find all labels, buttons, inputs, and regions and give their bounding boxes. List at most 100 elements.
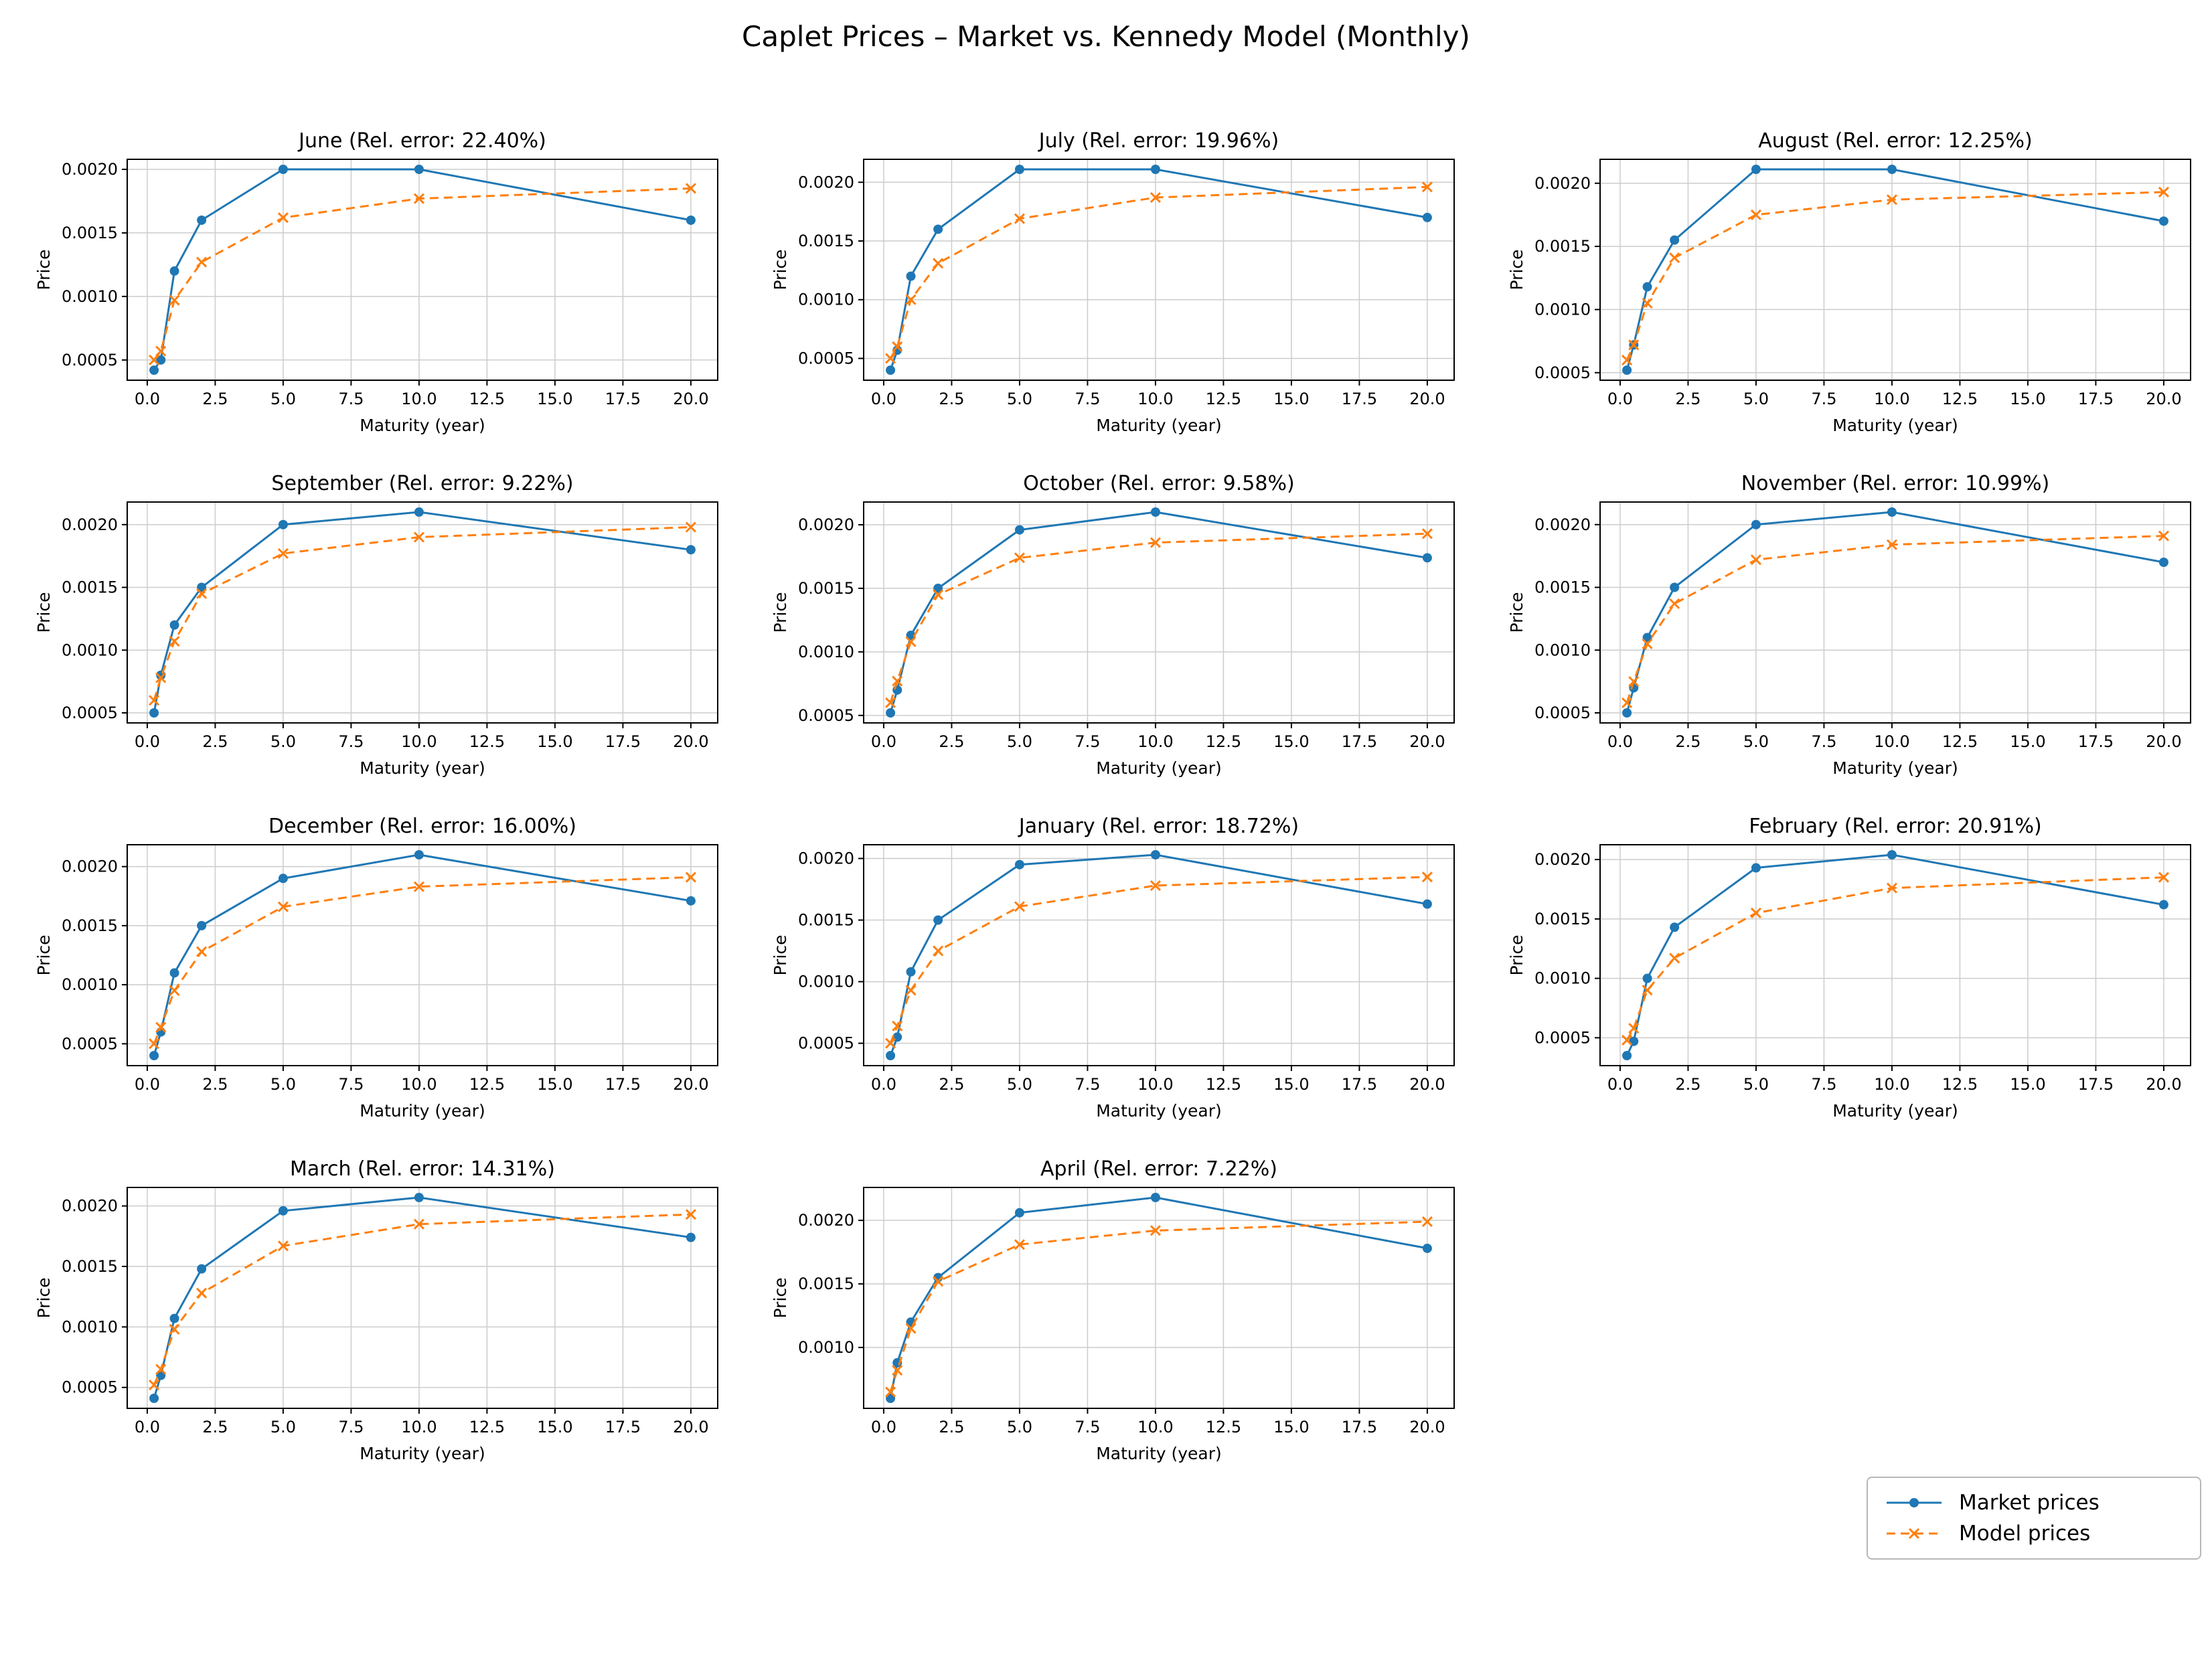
- svg-text:10.0: 10.0: [1874, 390, 1909, 408]
- svg-text:2.5: 2.5: [202, 390, 228, 408]
- svg-text:7.5: 7.5: [1075, 1075, 1100, 1094]
- svg-text:15.0: 15.0: [537, 1075, 572, 1094]
- svg-text:0.0: 0.0: [871, 1075, 896, 1094]
- svg-text:10.0: 10.0: [1137, 1075, 1173, 1094]
- svg-text:0.0015: 0.0015: [798, 579, 854, 598]
- x-axis-label: Maturity (year): [360, 758, 485, 778]
- svg-text:2.5: 2.5: [202, 1418, 228, 1436]
- svg-text:17.5: 17.5: [605, 732, 641, 751]
- y-axis-label: Price: [34, 250, 54, 291]
- svg-text:0.0010: 0.0010: [62, 287, 118, 306]
- svg-text:0.0015: 0.0015: [62, 1257, 118, 1276]
- y-axis-label: Price: [771, 935, 790, 976]
- svg-text:7.5: 7.5: [1075, 390, 1100, 408]
- svg-text:0.0010: 0.0010: [798, 973, 854, 991]
- svg-text:2.5: 2.5: [202, 732, 228, 751]
- svg-text:15.0: 15.0: [537, 1418, 572, 1436]
- subplot-svg: 0.0 2.5 5.0 7.5 10.0 12.5 15.0 17.5 20.0 0.0005 0.…: [771, 472, 1455, 778]
- svg-text:0.0010: 0.0010: [62, 1317, 118, 1336]
- svg-text:0.0: 0.0: [135, 1075, 160, 1094]
- subplot-february: 0.0 2.5 5.0 7.5 10.0 12.5 15.0 17.5 20.0 0.0005 0.…: [1500, 813, 2209, 1127]
- svg-text:7.5: 7.5: [338, 390, 364, 408]
- svg-text:17.5: 17.5: [1342, 732, 1377, 751]
- y-axis-label: Price: [771, 250, 790, 291]
- svg-text:0.0010: 0.0010: [1534, 641, 1591, 659]
- svg-text:0.0010: 0.0010: [1534, 300, 1591, 319]
- svg-text:0.0: 0.0: [871, 1418, 896, 1436]
- y-axis-label: Price: [1507, 592, 1526, 633]
- svg-text:15.0: 15.0: [1273, 390, 1309, 408]
- legend-label-model: Model prices: [1959, 1521, 2091, 1546]
- x-axis-label: Maturity (year): [360, 1444, 485, 1463]
- svg-text:10.0: 10.0: [401, 1418, 437, 1436]
- svg-text:0.0020: 0.0020: [62, 1197, 118, 1216]
- svg-text:5.0: 5.0: [1743, 390, 1769, 408]
- subplot-title: April (Rel. error: 7.22%): [1040, 1157, 1277, 1181]
- y-axis-label: Price: [771, 592, 790, 633]
- svg-text:2.5: 2.5: [202, 1075, 228, 1094]
- subplot-title: August (Rel. error: 12.25%): [1758, 129, 2032, 153]
- svg-text:2.5: 2.5: [939, 732, 964, 751]
- svg-text:0.0015: 0.0015: [62, 224, 118, 242]
- subplot-title: December (Rel. error: 16.00%): [268, 815, 576, 838]
- subplot-august: 0.0 2.5 5.0 7.5 10.0 12.5 15.0 17.5 20.0 0.0005 0.…: [1500, 127, 2209, 442]
- svg-text:15.0: 15.0: [2010, 390, 2045, 408]
- svg-text:20.0: 20.0: [2146, 390, 2181, 408]
- svg-text:5.0: 5.0: [1007, 1418, 1032, 1436]
- market-line-sample-icon: [1884, 1493, 1944, 1513]
- y-axis-label: Price: [771, 1278, 790, 1319]
- svg-text:20.0: 20.0: [1409, 390, 1445, 408]
- svg-text:20.0: 20.0: [673, 1075, 708, 1094]
- svg-text:17.5: 17.5: [1342, 1418, 1377, 1436]
- svg-text:15.0: 15.0: [537, 732, 572, 751]
- svg-text:0.0020: 0.0020: [62, 857, 118, 876]
- subplot-svg: 0.0 2.5 5.0 7.5 10.0 12.5 15.0 17.5 20.0 0.0005 0.…: [34, 129, 718, 435]
- svg-text:10.0: 10.0: [1874, 732, 1909, 751]
- svg-text:12.5: 12.5: [469, 390, 505, 408]
- svg-text:17.5: 17.5: [605, 390, 641, 408]
- svg-text:20.0: 20.0: [1409, 1418, 1445, 1436]
- svg-text:20.0: 20.0: [1409, 1075, 1445, 1094]
- svg-text:0.0015: 0.0015: [1534, 910, 1591, 928]
- x-axis-label: Maturity (year): [1832, 758, 1958, 778]
- svg-text:20.0: 20.0: [673, 732, 708, 751]
- svg-text:2.5: 2.5: [939, 1075, 964, 1094]
- svg-text:7.5: 7.5: [1811, 732, 1836, 751]
- svg-text:0.0010: 0.0010: [798, 1338, 854, 1357]
- svg-text:0.0015: 0.0015: [798, 911, 854, 930]
- svg-text:0.0: 0.0: [871, 390, 896, 408]
- svg-text:0.0015: 0.0015: [798, 232, 854, 250]
- svg-text:0.0010: 0.0010: [62, 641, 118, 659]
- svg-text:15.0: 15.0: [2010, 732, 2045, 751]
- svg-text:0.0005: 0.0005: [798, 706, 854, 725]
- subplot-october: 0.0 2.5 5.0 7.5 10.0 12.5 15.0 17.5 20.0 0.0005 0.…: [763, 470, 1473, 784]
- svg-text:15.0: 15.0: [537, 390, 572, 408]
- svg-text:7.5: 7.5: [1811, 390, 1836, 408]
- svg-text:10.0: 10.0: [401, 1075, 437, 1094]
- subplot-svg: 0.0 2.5 5.0 7.5 10.0 12.5 15.0 17.5 20.0 0.0005 0.…: [1507, 129, 2191, 435]
- svg-text:0.0: 0.0: [1607, 732, 1633, 751]
- svg-text:7.5: 7.5: [338, 732, 364, 751]
- svg-text:17.5: 17.5: [1342, 390, 1377, 408]
- svg-text:2.5: 2.5: [1675, 390, 1701, 408]
- legend-item-model: Model prices: [1884, 1518, 2184, 1549]
- subplot-svg: 0.0 2.5 5.0 7.5 10.0 12.5 15.0 17.5 20.0 0.0010 0.…: [771, 1157, 1455, 1463]
- svg-text:10.0: 10.0: [1137, 732, 1173, 751]
- y-axis-label: Price: [34, 592, 54, 633]
- svg-text:0.0020: 0.0020: [1534, 850, 1591, 869]
- svg-text:0.0005: 0.0005: [62, 1378, 118, 1397]
- subplot-july: 0.0 2.5 5.0 7.5 10.0 12.5 15.0 17.5 20.0 0.0005 0.…: [763, 127, 1473, 442]
- legend: Market prices Model prices: [1867, 1477, 2201, 1560]
- subplot-svg: 0.0 2.5 5.0 7.5 10.0 12.5 15.0 17.5 20.0 0.0005 0.…: [771, 129, 1455, 435]
- svg-text:0.0: 0.0: [135, 390, 160, 408]
- charts-grid: 0.0 2.5 5.0 7.5 10.0 12.5 15.0 17.5 20.0 0.0005 0.…: [27, 127, 2212, 1470]
- svg-text:0.0005: 0.0005: [798, 349, 854, 367]
- svg-text:5.0: 5.0: [270, 732, 296, 751]
- svg-text:15.0: 15.0: [1273, 1418, 1309, 1436]
- svg-text:12.5: 12.5: [1206, 1075, 1241, 1094]
- x-axis-label: Maturity (year): [360, 416, 485, 435]
- y-axis-label: Price: [34, 1278, 54, 1319]
- svg-text:5.0: 5.0: [270, 1075, 296, 1094]
- svg-text:0.0: 0.0: [135, 1418, 160, 1436]
